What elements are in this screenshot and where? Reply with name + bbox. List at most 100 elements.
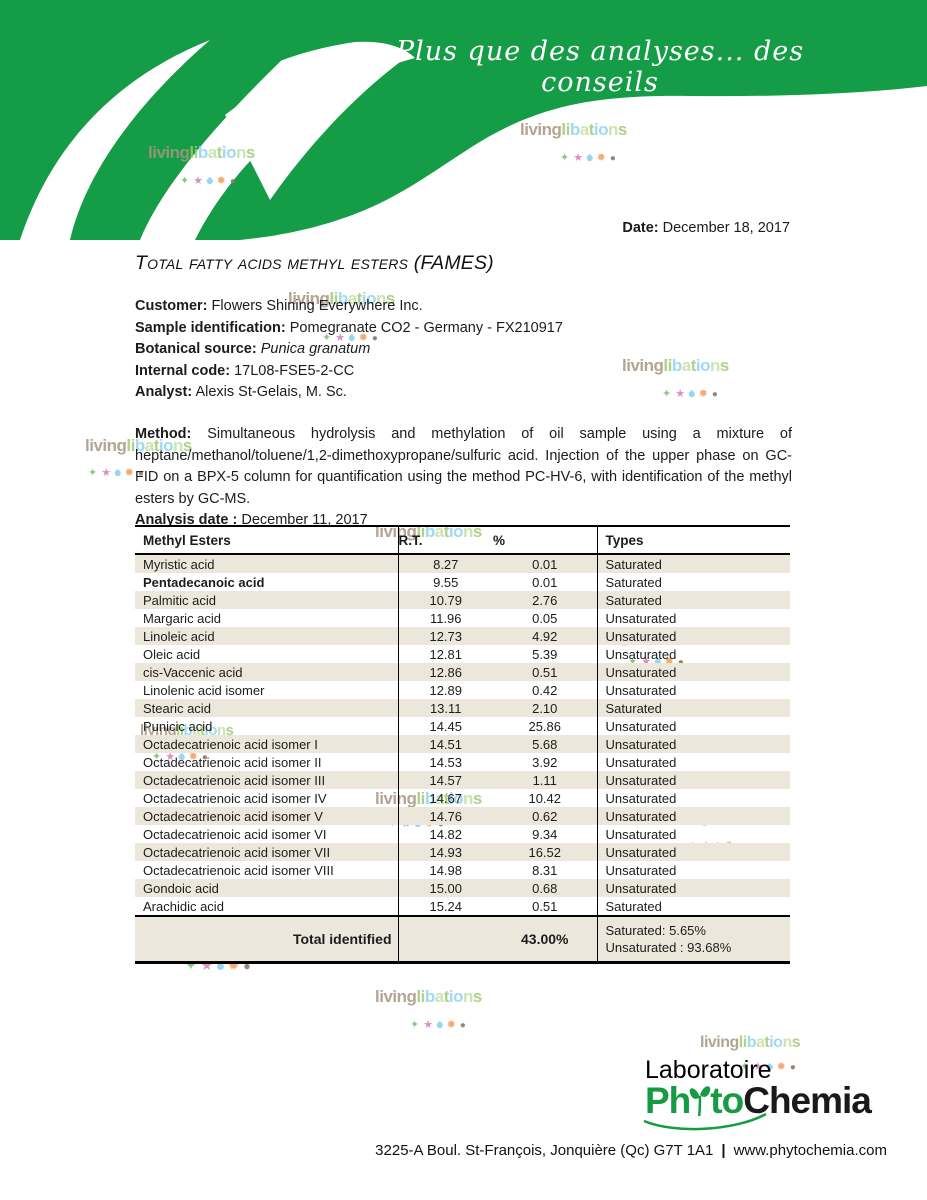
table-row: Octadecatrienoic acid isomer III 14.57 1.1… [135,771,790,789]
ester-name-cell: Punicic acid [143,718,213,734]
dot-icon: ● [609,153,616,164]
type-cell: Unsaturated [596,771,790,789]
watermark-symbols: ✦★ ✹● [738,1060,798,1073]
pct-cell: 1.11 [493,771,597,789]
dot-icon: ● [459,1020,466,1031]
analyst-line: Analyst: Alexis St-Gelais, M. Sc. [135,382,563,404]
pct-cell: 25.86 [528,718,562,734]
watermark-libations-letter: i [742,1034,747,1051]
watermark-libations-letter: n [463,987,473,1006]
sun-icon: ✹ [124,467,134,479]
watermark-symbols: ✦★ ✹● [558,151,618,164]
watermark-libations-letter: o [226,143,237,162]
sun-icon: ✹ [698,388,708,400]
watermark-libations-letter: i [420,987,426,1006]
watermark-libations-letter: i [193,143,199,162]
watermark-libations-letter: t [200,722,205,739]
watermark-libations-letter: b [424,987,435,1006]
watermark-living-text: living [622,356,664,375]
pct-cell: 0.05 [532,610,558,626]
footer-address: 3225-A Boul. St-François, Jonquière (Qc)… [375,1142,887,1159]
sparkle-icon: ✦ [560,152,570,164]
watermark-libations-letter: l [738,1034,743,1051]
rt-cell: 10.79 [397,591,493,609]
type-cell: Unsaturated [596,735,790,753]
dot-icon: ● [201,752,208,763]
total-saturated: Saturated: 5.65% [605,923,706,938]
watermark-libations-letter: b [197,143,208,162]
ester-name-cell: Arachidic acid [143,898,224,914]
total-percent: 43.00% [493,915,597,963]
star-icon: ★ [573,152,584,164]
table-row: Stearic acid 13.11 2.10 Saturated [135,699,790,717]
pct-cell: 2.10 [493,699,597,717]
analysis-date-value: December 11, 2017 [241,512,368,528]
ester-name-cell: Octadecatrienoic acid isomer VII [135,843,398,861]
star-icon: ★ [101,467,112,479]
pct-cell: 0.01 [493,554,597,573]
sample-id-value: Pomegranate CO2 - Germany - FX210917 [289,319,563,336]
watermark-libations-letter: i [565,120,571,139]
watermark-libations-letter: b [746,1034,757,1051]
rt-cell: 8.27 [397,554,493,573]
watermark-libations-letter: a [144,436,154,455]
table-row: Octadecatrienoic acid isomer IV 14.67 10.4… [135,789,790,807]
pct-cell: 10.42 [528,790,562,806]
table-row: Margaric acid 11.96 0.05 Unsaturated [135,609,790,627]
watermark-libations-letter: s [719,356,729,375]
ester-name-cell: Myristic acid [135,554,398,573]
ester-name-cell: Linolenic acid isomer [143,682,265,698]
customer-value: Flowers Shining Everywhere Inc. [211,298,423,314]
table-row: Octadecatrienoic acid isomer I 14.51 5.68 U… [135,735,790,753]
analyst-value: Alexis St-Gelais, M. Sc. [195,384,347,400]
watermark-libations-letter: n [216,722,226,739]
table-row: Palmitic acid 10.79 2.76 Saturated [135,591,790,609]
rt-cell: 15.24 [397,897,493,916]
col-header-percent: % [493,526,597,555]
watermark-libations-letter: a [434,987,444,1006]
total-row: Total identified 43.00% Saturated: 5.65%… [135,915,790,963]
rt-cell: 14.45 [397,717,493,735]
livinglibations-watermark: livinglibations [85,436,192,456]
watermark-libations-letter: a [207,143,217,162]
pct-cell: 5.39 [532,646,558,662]
table-row: Linoleic acid 12.73 4.92 Unsaturated [135,627,790,645]
rt-cell: 13.11 [397,699,493,717]
watermark-libations-letter: i [448,987,454,1006]
watermark-libations-letter: t [153,436,160,455]
table-header-row: Methyl Esters R.T. % Types [135,526,790,555]
fames-table: Methyl Esters R.T. % Types Myristic acid… [135,525,790,964]
table-row: Octadecatrienoic acid isomer VII 14.93 16.… [135,843,790,861]
watermark-libations-letter: o [453,987,464,1006]
type-cell: Unsaturated [596,879,790,897]
sample-info: Customer: Flowers Shining Everywhere Inc… [135,296,563,404]
method-text: Simultaneous hydrolysis and methylation … [135,426,792,507]
ester-name-cell: Pentadecanoic acid [143,574,265,590]
watermark-libations-letter: o [366,289,377,308]
watermark-libations-letter: l [329,289,334,308]
rt-cell: 11.96 [397,609,493,627]
livinglibations-watermark: livinglibations [148,143,255,163]
analysis-date-line: Analysis date : December 11, 2017 [135,510,792,532]
customer-line: Customer: Flowers Shining Everywhere Inc… [135,296,563,318]
star-icon: ★ [335,332,346,344]
ester-name-cell: Octadecatrienoic acid isomer V [135,807,398,825]
type-cell: Saturated [596,591,790,609]
watermark-libations-letter: t [356,289,363,308]
rt-cell: 14.51 [397,735,493,753]
leaf-y-icon [689,1086,711,1117]
watermark-libations-letter: s [182,436,192,455]
table-row: cis-Vaccenic acid 12.86 0.51 Unsaturated [135,663,790,681]
watermark-libations-letter: s [472,987,482,1006]
sun-icon: ✹ [776,1061,786,1073]
type-cell: Unsaturated [596,843,790,861]
rt-cell: 15.00 [397,879,493,897]
pct-cell: 4.92 [493,627,597,645]
rt-cell: 12.73 [397,627,493,645]
col-header-rt: R.T. [397,526,493,555]
type-cell: Saturated [596,554,790,573]
watermark-libations-letter: n [173,436,183,455]
rt-cell: 14.98 [397,861,493,879]
watermark-libations-letter: l [176,722,180,739]
